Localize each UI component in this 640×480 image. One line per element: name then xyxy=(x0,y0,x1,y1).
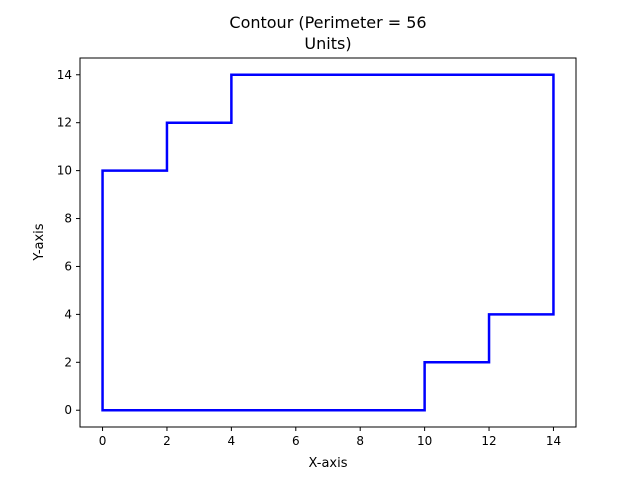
x-tick-label: 6 xyxy=(292,434,300,448)
x-tick-label: 2 xyxy=(163,434,171,448)
y-tick-label: 10 xyxy=(57,164,72,178)
contour-line xyxy=(101,73,555,412)
plot-area: 0 2 4 6 8 10 12 14 0 2 4 6 8 10 12 14 xyxy=(57,57,577,448)
y-tick-label: 12 xyxy=(57,116,72,130)
x-tick-label: 10 xyxy=(417,434,432,448)
chart-title-line-1: Contour (Perimeter = 56 xyxy=(229,13,426,32)
y-tick-label: 4 xyxy=(64,307,72,321)
y-tick-label: 0 xyxy=(64,403,72,417)
chart-title-line-2: Units) xyxy=(304,34,351,53)
x-tick-label: 12 xyxy=(481,434,496,448)
y-tick-label: 2 xyxy=(64,355,72,369)
x-axis-label: X-axis xyxy=(309,456,348,471)
y-tick-label: 6 xyxy=(64,259,72,273)
x-tick-label: 4 xyxy=(228,434,236,448)
x-tick-label: 8 xyxy=(356,434,364,448)
x-tick-label: 14 xyxy=(546,434,561,448)
y-axis-label: Y-axis xyxy=(32,223,47,261)
x-tick-label: 0 xyxy=(99,434,107,448)
plot-frame xyxy=(79,57,577,428)
y-tick-label: 14 xyxy=(57,68,72,82)
y-tick-label: 8 xyxy=(64,212,72,226)
